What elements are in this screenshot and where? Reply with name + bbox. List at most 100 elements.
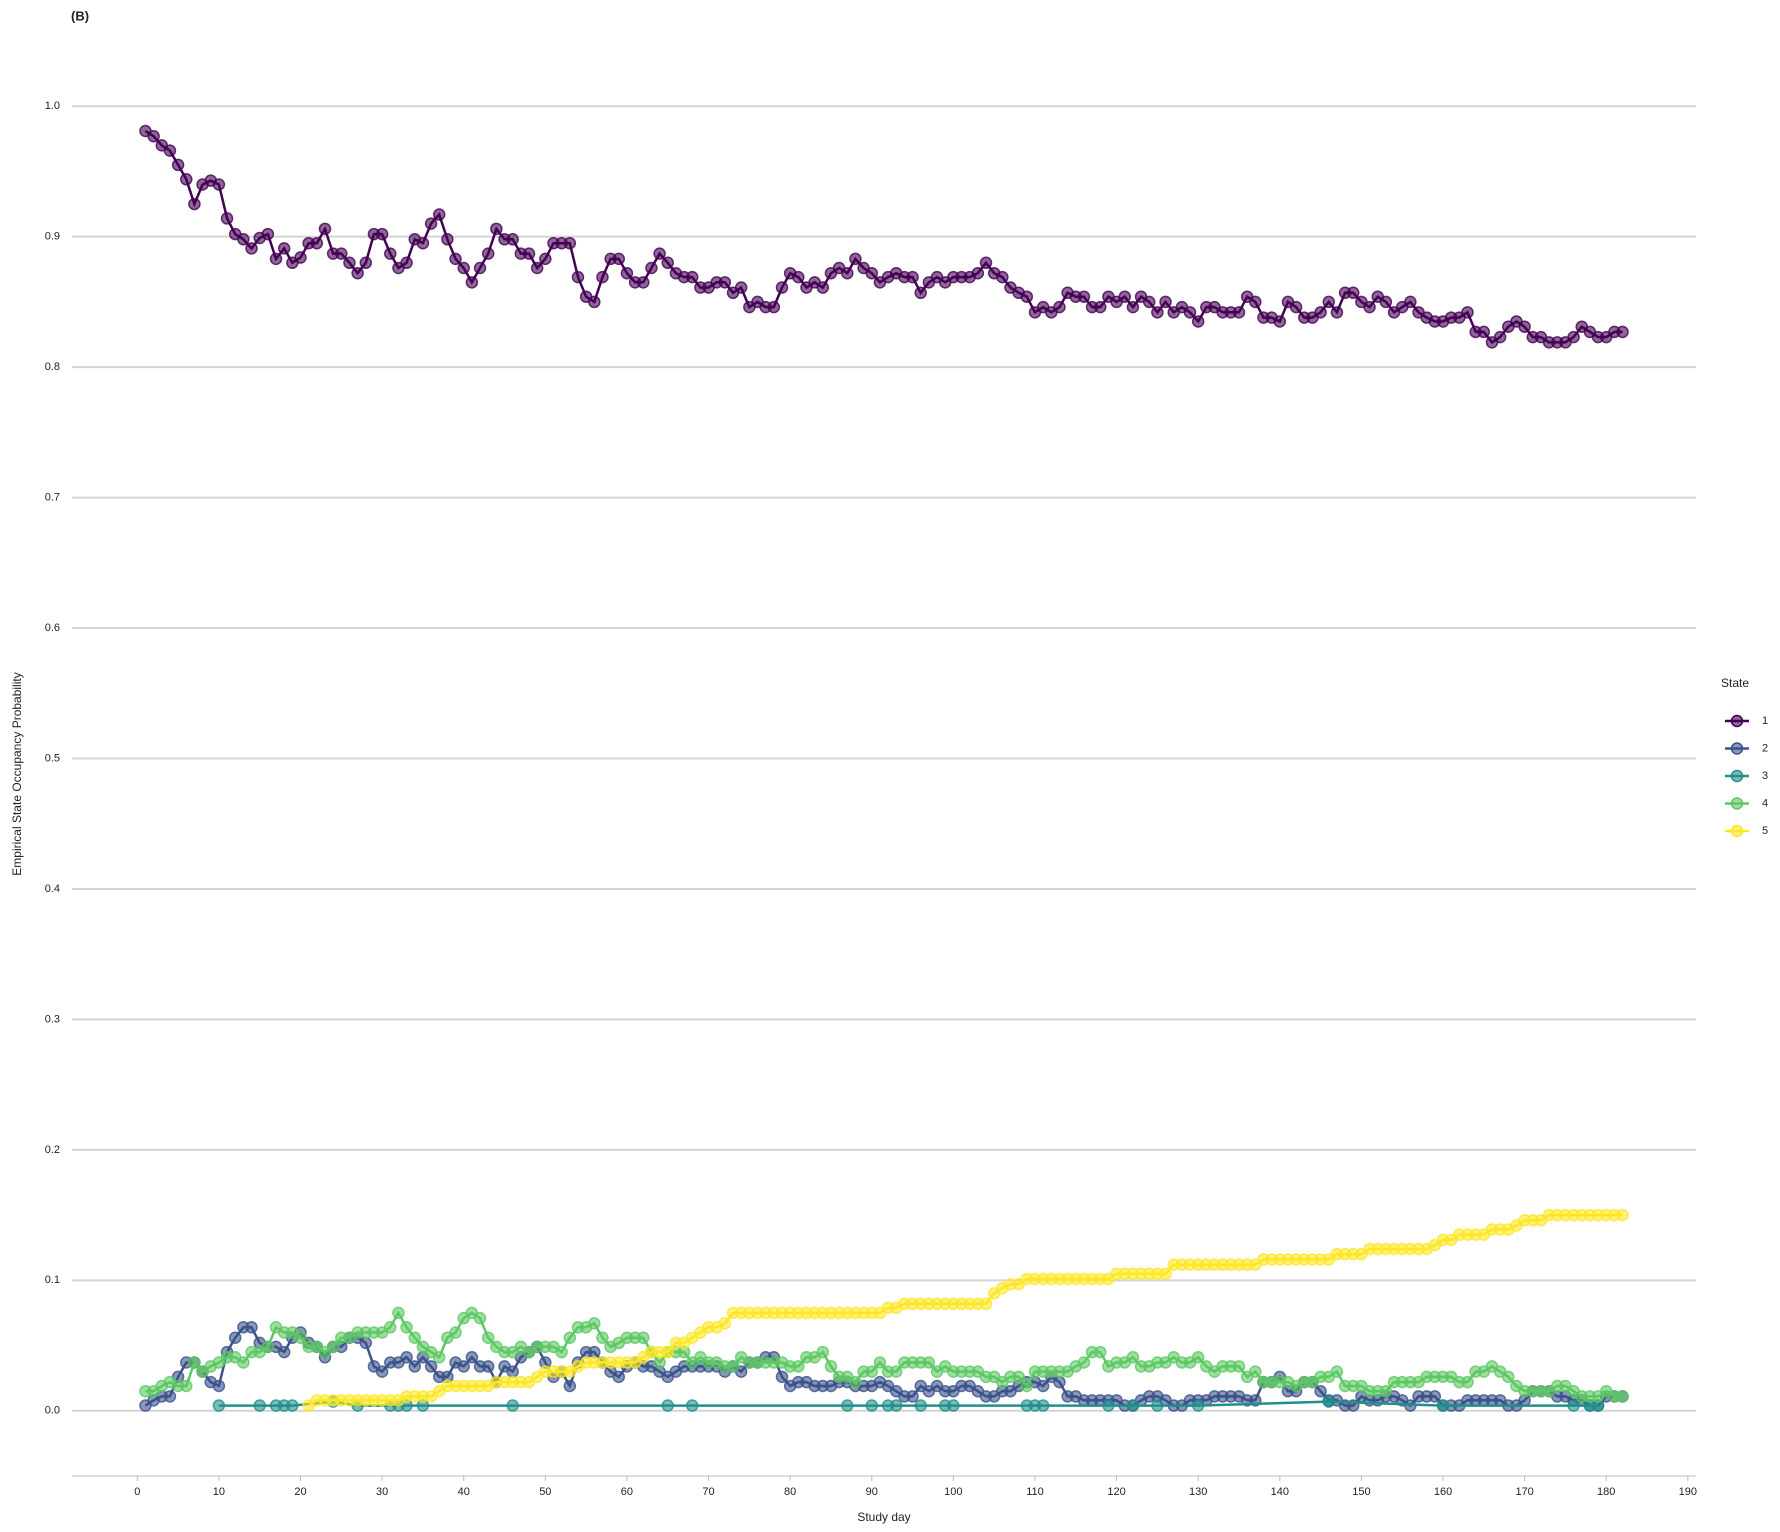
y-tick-label: 0.6 bbox=[45, 622, 60, 634]
point bbox=[979, 256, 993, 270]
point bbox=[1493, 330, 1507, 344]
point bbox=[1428, 1390, 1442, 1403]
point bbox=[824, 1360, 838, 1373]
x-tick-label: 140 bbox=[1271, 1486, 1289, 1498]
point bbox=[1249, 295, 1262, 309]
point bbox=[424, 1360, 438, 1373]
y-tick-label: 0.5 bbox=[45, 752, 60, 764]
point bbox=[506, 1365, 519, 1378]
point bbox=[1363, 300, 1376, 314]
point bbox=[188, 1356, 201, 1369]
point bbox=[1322, 1395, 1336, 1408]
point bbox=[147, 129, 160, 143]
x-tick-label: 70 bbox=[702, 1486, 714, 1498]
point bbox=[1314, 1384, 1327, 1398]
point bbox=[188, 197, 201, 211]
point bbox=[661, 1399, 674, 1412]
point bbox=[1191, 315, 1205, 328]
point bbox=[849, 252, 862, 266]
point bbox=[1053, 300, 1066, 314]
legend-label: 4 bbox=[1762, 797, 1768, 809]
point bbox=[1502, 1370, 1515, 1384]
point bbox=[171, 158, 185, 172]
point bbox=[539, 252, 552, 266]
x-tick-label: 120 bbox=[1107, 1486, 1125, 1498]
point bbox=[212, 178, 226, 191]
legend-title: State bbox=[1721, 676, 1749, 690]
point bbox=[1077, 1356, 1091, 1369]
point bbox=[481, 247, 495, 260]
point bbox=[245, 242, 258, 255]
point bbox=[408, 1360, 422, 1373]
y-tick-label: 0.7 bbox=[45, 491, 60, 503]
point bbox=[1273, 315, 1287, 328]
point bbox=[1151, 306, 1164, 319]
point bbox=[1036, 1399, 1050, 1412]
point bbox=[400, 1321, 413, 1334]
point bbox=[563, 1331, 577, 1344]
point bbox=[816, 281, 830, 294]
legend-marker bbox=[1730, 714, 1744, 728]
point bbox=[1289, 300, 1303, 314]
point bbox=[416, 236, 430, 250]
legend-label: 3 bbox=[1762, 770, 1768, 782]
chart-title: (B) bbox=[71, 8, 89, 23]
point bbox=[384, 1321, 397, 1334]
point bbox=[1404, 295, 1417, 309]
point bbox=[1126, 300, 1140, 314]
point bbox=[237, 233, 250, 246]
y-tick-label: 0.1 bbox=[45, 1274, 60, 1286]
point bbox=[359, 256, 373, 270]
point bbox=[734, 281, 748, 294]
point bbox=[637, 1331, 650, 1344]
point bbox=[465, 276, 479, 289]
point bbox=[1151, 1399, 1164, 1412]
point bbox=[1036, 1379, 1050, 1393]
point bbox=[261, 227, 275, 241]
point bbox=[220, 212, 234, 225]
point bbox=[979, 1297, 993, 1311]
legend-label: 5 bbox=[1762, 825, 1768, 837]
point bbox=[1330, 1365, 1344, 1378]
point bbox=[661, 1345, 674, 1359]
legend-marker bbox=[1730, 742, 1744, 755]
x-tick-label: 0 bbox=[134, 1486, 140, 1498]
point bbox=[718, 1317, 732, 1330]
point bbox=[212, 1399, 226, 1412]
point bbox=[1053, 1375, 1066, 1389]
point bbox=[441, 233, 454, 246]
point bbox=[1616, 1390, 1629, 1403]
legend-label: 2 bbox=[1762, 742, 1768, 754]
point bbox=[563, 1379, 577, 1393]
x-tick-label: 160 bbox=[1434, 1486, 1452, 1498]
point bbox=[906, 270, 919, 284]
point bbox=[1461, 1375, 1474, 1389]
point bbox=[865, 266, 879, 280]
point bbox=[1020, 1379, 1034, 1393]
y-tick-label: 1.0 bbox=[45, 100, 60, 112]
point bbox=[637, 276, 650, 289]
point bbox=[1379, 295, 1393, 309]
point bbox=[947, 1399, 960, 1412]
point bbox=[163, 144, 177, 157]
y-tick-label: 0.8 bbox=[45, 361, 60, 373]
point bbox=[530, 261, 544, 275]
point bbox=[335, 247, 348, 260]
legend-marker bbox=[1730, 797, 1744, 810]
point bbox=[914, 1399, 927, 1412]
point bbox=[775, 1370, 789, 1384]
point bbox=[841, 266, 854, 280]
point bbox=[180, 1379, 193, 1393]
y-tick-label: 0.9 bbox=[45, 231, 60, 243]
point bbox=[1142, 295, 1156, 309]
point bbox=[465, 1351, 479, 1364]
point bbox=[277, 242, 291, 255]
point bbox=[588, 295, 601, 309]
point bbox=[906, 1390, 919, 1403]
point bbox=[563, 236, 577, 250]
point bbox=[400, 256, 413, 270]
point bbox=[359, 1336, 373, 1350]
point bbox=[261, 1340, 275, 1354]
point bbox=[180, 173, 193, 186]
